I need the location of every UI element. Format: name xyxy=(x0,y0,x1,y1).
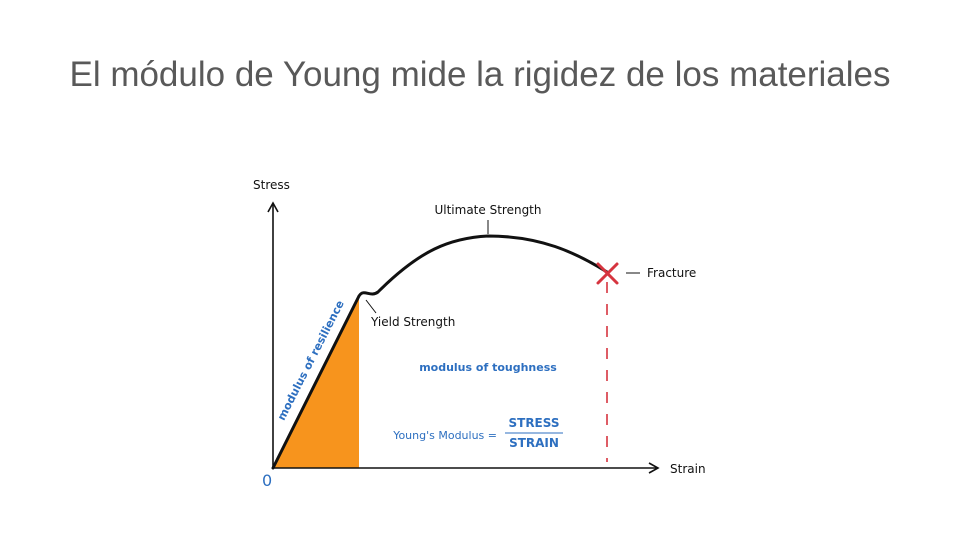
x-axis-label: Strain xyxy=(670,462,706,476)
y-axis-label: Stress xyxy=(253,178,290,192)
formula-denominator: STRAIN xyxy=(509,436,559,450)
stress-strain-curve xyxy=(271,234,609,470)
yield-strength-label: Yield Strength xyxy=(370,315,455,329)
fracture-x-icon xyxy=(596,262,619,285)
youngs-modulus-label: Young's Modulus = xyxy=(392,429,497,442)
toughness-label: modulus of toughness xyxy=(419,361,557,374)
fracture-label: Fracture xyxy=(647,266,696,280)
slide-title: El módulo de Young mide la rigidez de lo… xyxy=(69,55,891,94)
ultimate-strength-label: Ultimate Strength xyxy=(434,203,541,217)
formula-numerator: STRESS xyxy=(508,416,559,430)
yield-leader-line xyxy=(365,299,377,314)
origin-label: 0 xyxy=(262,471,272,490)
